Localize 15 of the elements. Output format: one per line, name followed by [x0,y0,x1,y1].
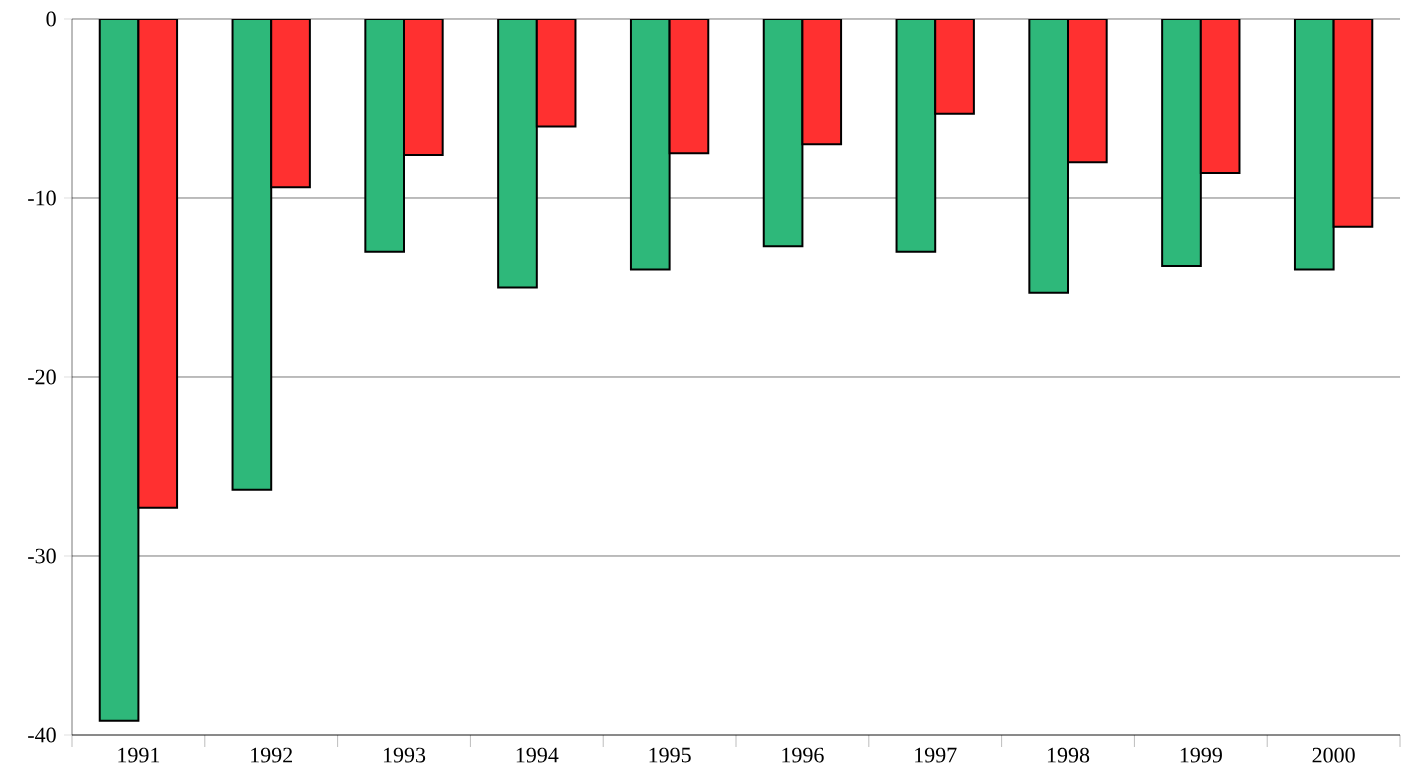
x-tick-label: 1994 [516,747,559,763]
x-tick-label: 1991 [118,747,160,763]
y-tick-label: -30 [28,548,56,564]
x-tick-label: 1999 [1180,747,1222,763]
x-tick-label: 1995 [649,747,691,763]
y-tick-label: -10 [28,190,56,206]
x-tick-label: 1998 [1047,747,1090,763]
x-tick-label: 1996 [782,747,824,763]
x-tick-label: 2000 [1312,747,1355,763]
x-tick-label: 1997 [915,747,957,763]
y-tick-label: -40 [28,727,56,743]
y-tick-label: 0 [46,11,56,27]
y-tick-label: -20 [28,369,56,385]
x-tick-label: 1993 [383,747,426,763]
x-tick-label: 1992 [251,747,292,763]
